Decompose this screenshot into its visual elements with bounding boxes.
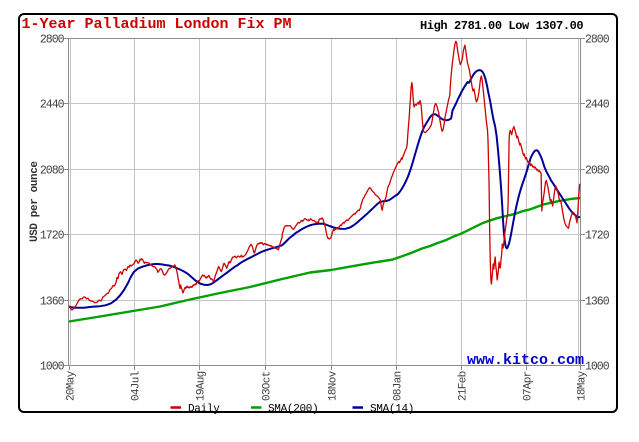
svg-text:www.kitco.com: www.kitco.com [467,352,584,369]
svg-text:Daily: Daily [188,404,220,416]
svg-text:07Apr: 07Apr [523,371,535,401]
svg-text:SMA(14): SMA(14) [370,404,414,416]
svg-text:1360: 1360 [585,296,610,309]
svg-text:20May: 20May [66,370,78,401]
svg-text:08Jan: 08Jan [393,371,405,401]
svg-text:04Jul: 04Jul [131,371,143,401]
svg-text:2800: 2800 [585,34,610,47]
svg-text:2440: 2440 [585,99,610,112]
svg-text:21Feb: 21Feb [458,371,470,401]
svg-text:1720: 1720 [40,230,65,243]
svg-text:2080: 2080 [40,165,65,178]
svg-text:1000: 1000 [40,361,65,374]
svg-text:2440: 2440 [40,99,65,112]
svg-text:2080: 2080 [585,165,610,178]
svg-text:USD per ounce: USD per ounce [29,161,41,242]
svg-text:18Nov: 18Nov [328,370,340,401]
svg-text:19Aug: 19Aug [196,371,208,401]
svg-text:SMA(200): SMA(200) [268,404,318,416]
svg-text:1000: 1000 [585,361,610,374]
svg-text:1360: 1360 [40,296,65,309]
svg-text:2800: 2800 [40,34,65,47]
svg-text:18May: 18May [577,370,589,401]
svg-text:03Oct: 03Oct [262,371,274,401]
svg-text:1720: 1720 [585,230,610,243]
